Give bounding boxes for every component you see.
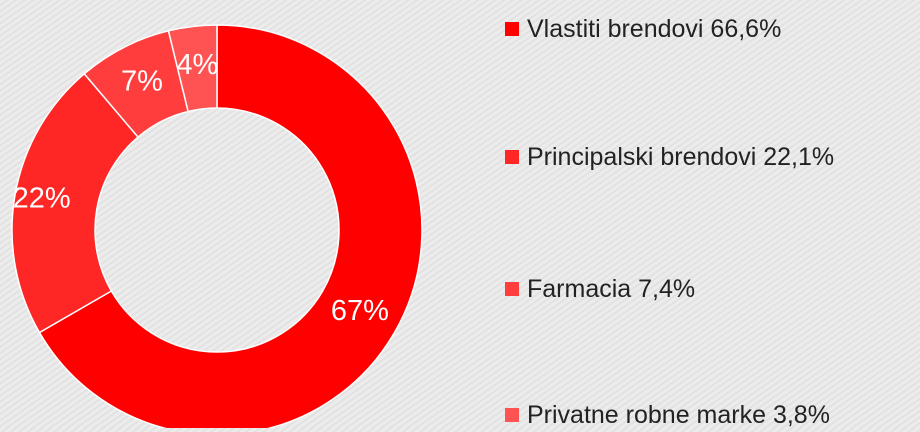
legend-item: Principalski brendovi 22,1% bbox=[505, 140, 920, 174]
legend-item: Privatne robne marke 3,8% bbox=[505, 398, 920, 432]
legend-swatch bbox=[505, 150, 519, 164]
data-label: 67% bbox=[331, 295, 389, 327]
data-label: 7% bbox=[121, 66, 163, 98]
donut-slice bbox=[38, 24, 423, 428]
data-label: 22% bbox=[13, 182, 71, 214]
legend-swatch bbox=[505, 282, 519, 296]
legend-label: Privatne robne marke 3,8% bbox=[527, 401, 830, 429]
legend-item: Farmacia 7,4% bbox=[505, 272, 920, 306]
legend-label: Farmacia 7,4% bbox=[527, 275, 696, 303]
legend-item: Vlastiti brendovi 66,6% bbox=[505, 12, 920, 46]
legend-swatch bbox=[505, 408, 519, 422]
legend-swatch bbox=[505, 22, 519, 36]
donut-slice bbox=[11, 72, 140, 334]
legend-label: Principalski brendovi 22,1% bbox=[527, 143, 835, 171]
legend-label: Vlastiti brendovi 66,6% bbox=[527, 15, 782, 43]
donut-slice bbox=[167, 24, 218, 113]
data-label: 4% bbox=[176, 49, 218, 81]
